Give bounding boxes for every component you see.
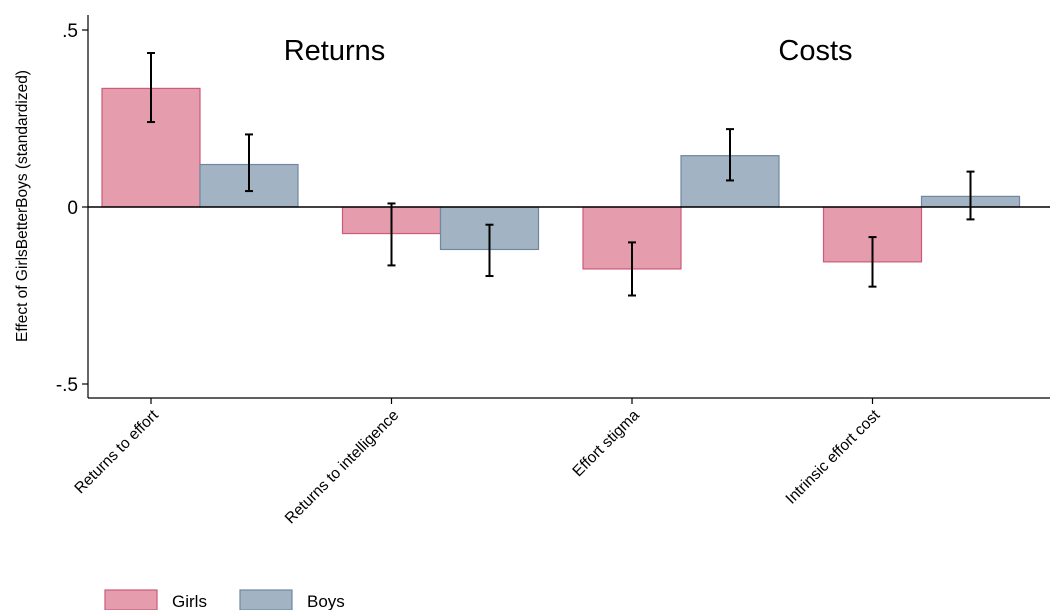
legend-label-boys: Boys <box>307 592 345 610</box>
legend-swatch-girls <box>104 589 158 610</box>
y-tick-label: .5 <box>62 21 78 42</box>
x-tick-label: Returns to effort <box>71 406 162 497</box>
x-tick-label: Intrinsic effort cost <box>783 406 884 507</box>
y-axis-title: Effect of GirlsBetterBoys (standardized) <box>14 70 31 342</box>
group-label-returns: Returns <box>284 35 386 67</box>
y-tick-label: -.5 <box>56 375 78 396</box>
group-label-costs: Costs <box>778 35 852 67</box>
legend-label-girls: Girls <box>172 592 207 610</box>
y-tick-label: 0 <box>67 198 78 219</box>
x-tick-label: Effort stigma <box>569 407 643 481</box>
legend-swatch-boys <box>239 589 293 610</box>
x-tick-label: Returns to intelligence <box>282 407 402 527</box>
